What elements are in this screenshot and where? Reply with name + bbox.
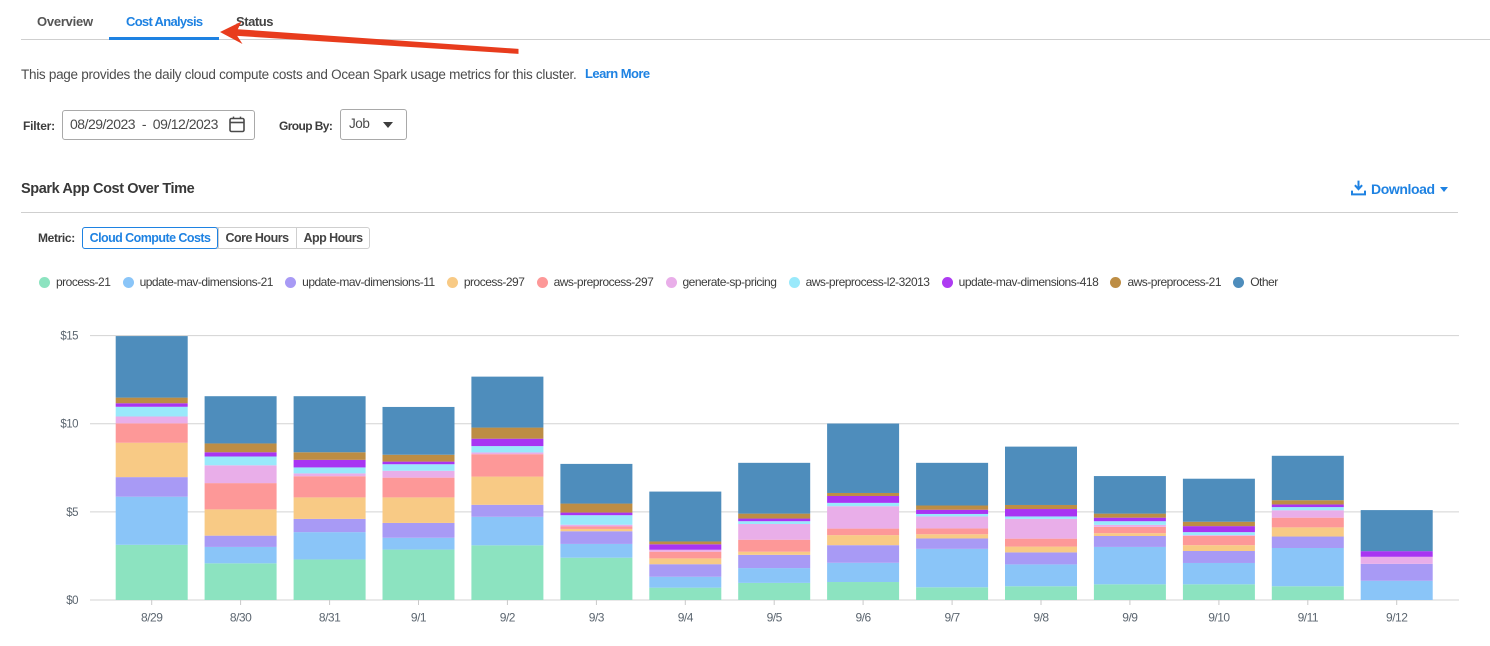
svg-text:8/30: 8/30: [230, 611, 252, 625]
svg-text:8/29: 8/29: [141, 611, 163, 625]
svg-text:9/5: 9/5: [767, 611, 783, 625]
svg-text:9/9: 9/9: [1122, 611, 1138, 625]
svg-text:9/6: 9/6: [856, 611, 872, 625]
svg-text:9/10: 9/10: [1208, 611, 1230, 625]
svg-text:9/12: 9/12: [1386, 611, 1408, 625]
svg-text:$15: $15: [60, 331, 78, 343]
svg-text:$0: $0: [66, 595, 78, 607]
svg-text:9/4: 9/4: [678, 611, 694, 625]
svg-text:9/7: 9/7: [945, 611, 961, 625]
svg-text:9/8: 9/8: [1033, 611, 1049, 625]
svg-text:9/2: 9/2: [500, 611, 516, 625]
svg-text:$10: $10: [60, 419, 78, 431]
svg-text:9/1: 9/1: [411, 611, 427, 625]
svg-text:9/11: 9/11: [1298, 611, 1319, 625]
svg-text:9/3: 9/3: [589, 611, 605, 625]
svg-text:$5: $5: [66, 507, 78, 519]
svg-text:8/31: 8/31: [319, 611, 341, 625]
